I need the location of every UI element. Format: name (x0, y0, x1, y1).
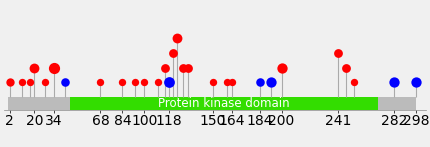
Point (18, 81, 25, 84)
Point (174, 37, 181, 39)
Point (131, 81, 138, 84)
Text: Protein kinase domain: Protein kinase domain (158, 97, 290, 110)
Point (335, 52, 341, 54)
Point (391, 81, 398, 84)
Point (97, 81, 104, 84)
Point (179, 66, 186, 69)
Point (141, 81, 148, 84)
Bar (70, 97, 378, 110)
Point (209, 81, 216, 84)
Point (413, 81, 420, 84)
Point (31, 66, 38, 69)
Point (166, 81, 172, 84)
Point (185, 66, 192, 69)
Point (6, 81, 13, 84)
Point (351, 81, 358, 84)
Point (170, 52, 177, 54)
Bar (9, 97, 416, 110)
Point (61, 81, 68, 84)
Point (278, 66, 285, 69)
Point (256, 81, 263, 84)
Point (42, 81, 49, 84)
Point (50, 66, 57, 69)
Point (161, 66, 168, 69)
Point (27, 81, 34, 84)
Point (223, 81, 230, 84)
Point (343, 66, 350, 69)
Point (155, 81, 162, 84)
Point (119, 81, 126, 84)
Point (229, 81, 236, 84)
Point (267, 81, 274, 84)
